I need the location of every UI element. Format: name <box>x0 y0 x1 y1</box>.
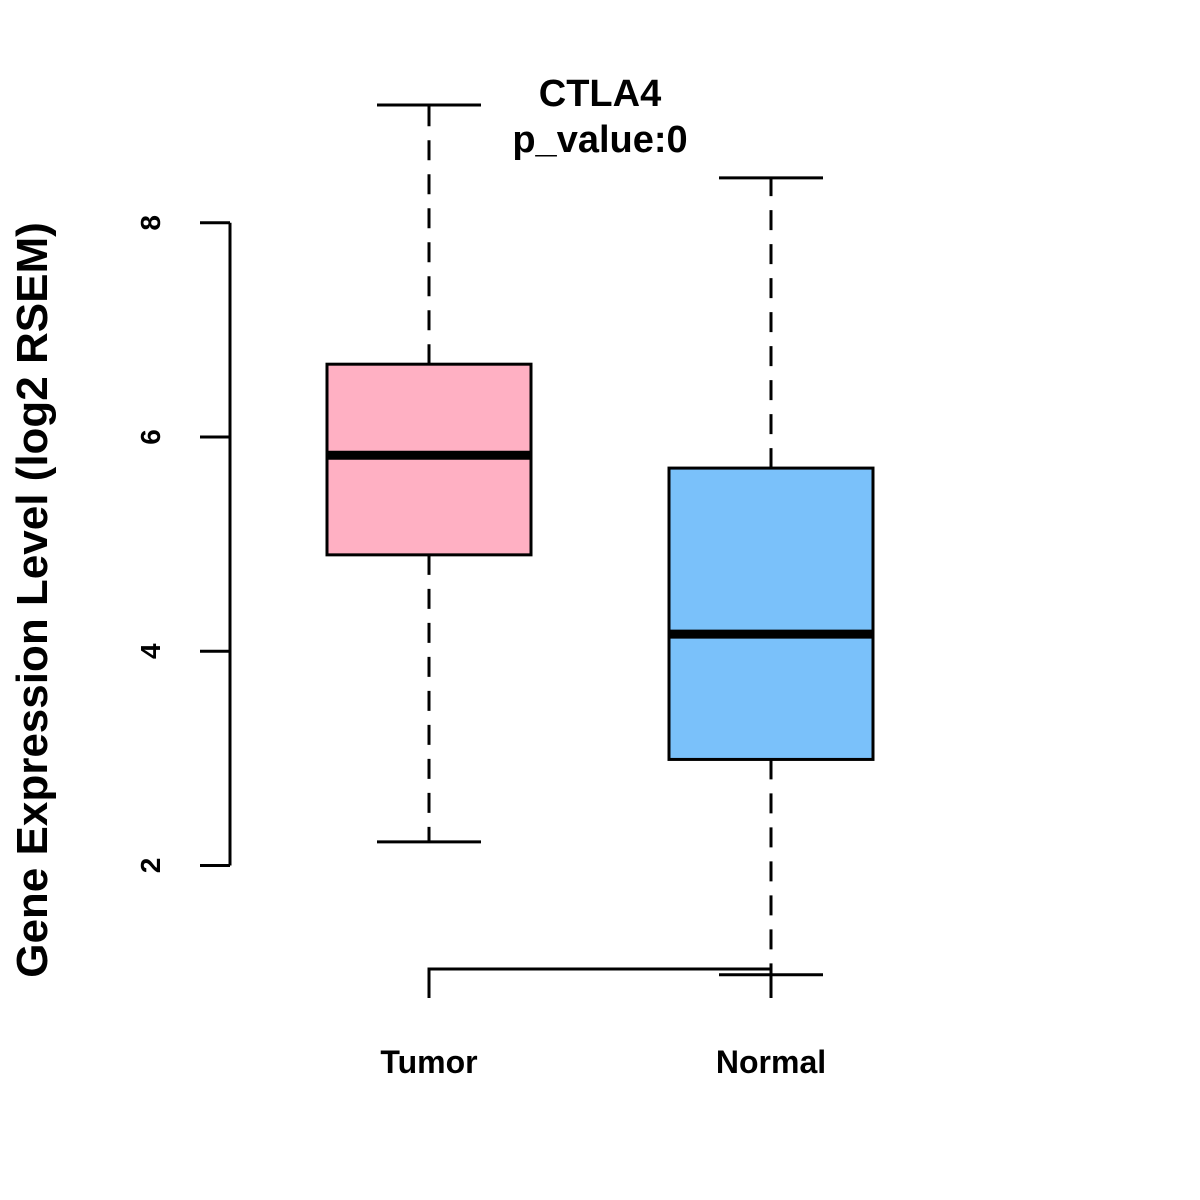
x-label-tumor: Tumor <box>380 1044 477 1080</box>
box-group-tumor <box>325 103 533 844</box>
y-tick-label-4: 4 <box>135 643 166 659</box>
box-group-normal <box>667 176 875 977</box>
chart-title: CTLA4 <box>539 73 661 115</box>
y-axis-ticks: 2 4 6 8 <box>135 215 230 873</box>
y-tick-label-8: 8 <box>135 215 166 231</box>
boxplot-series <box>325 103 875 977</box>
x-axis-labels: Tumor Normal <box>380 1044 826 1080</box>
chart-subtitle: p_value:0 <box>512 119 687 161</box>
box-normal <box>667 466 875 761</box>
x-axis-line <box>427 967 773 998</box>
y-axis-label: Gene Expression Level (log2 RSEM) <box>8 222 57 978</box>
y-tick-label-6: 6 <box>135 429 166 445</box>
y-tick-label-2: 2 <box>135 858 166 874</box>
x-label-normal: Normal <box>716 1044 826 1080</box>
